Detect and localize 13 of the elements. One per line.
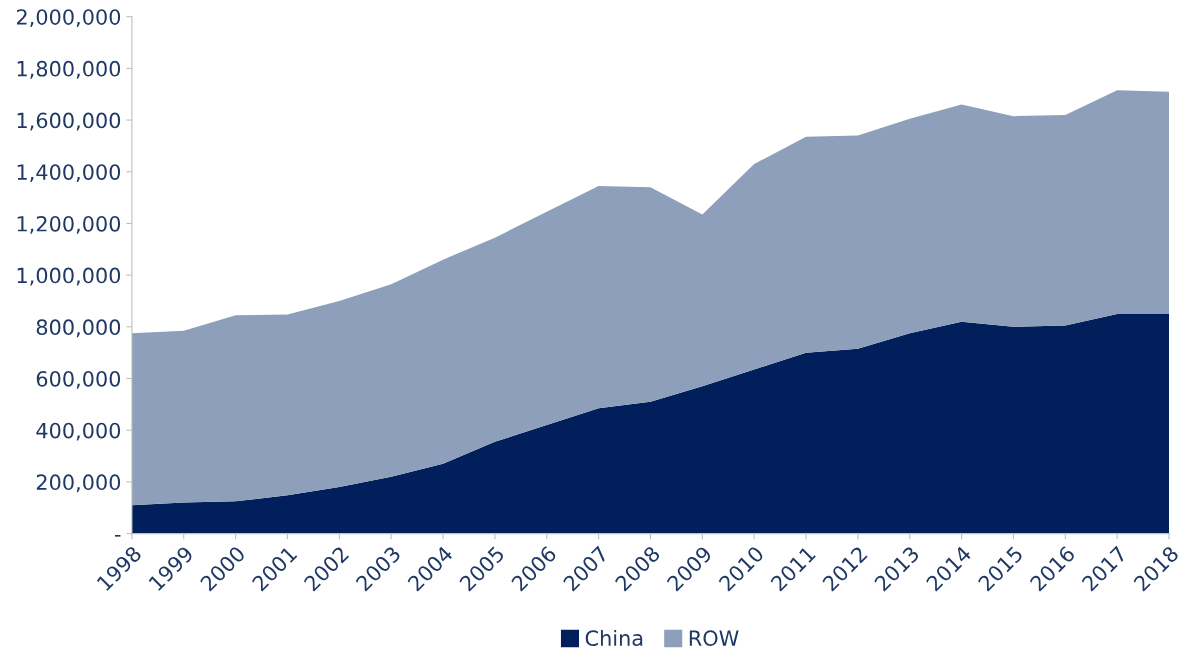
legend-label: China <box>585 629 643 647</box>
y-tick-label: 400,000 <box>36 422 121 441</box>
y-tick-label: 1,800,000 <box>17 60 121 79</box>
y-tick-label: 600,000 <box>36 370 121 389</box>
y-tick-label: 200,000 <box>36 474 121 493</box>
y-tick-label: 1,200,000 <box>17 215 121 234</box>
legend-label: ROW <box>689 630 739 647</box>
y-tick-label: 1,600,000 <box>17 112 121 131</box>
y-tick-label: 1,000,000 <box>17 267 121 286</box>
y-tick-label: 2,000,000 <box>16 9 121 28</box>
y-tick-label: 1,400,000 <box>17 164 121 183</box>
y-tick-label: 800,000 <box>36 319 121 338</box>
y-tick-label: - <box>114 534 121 537</box>
